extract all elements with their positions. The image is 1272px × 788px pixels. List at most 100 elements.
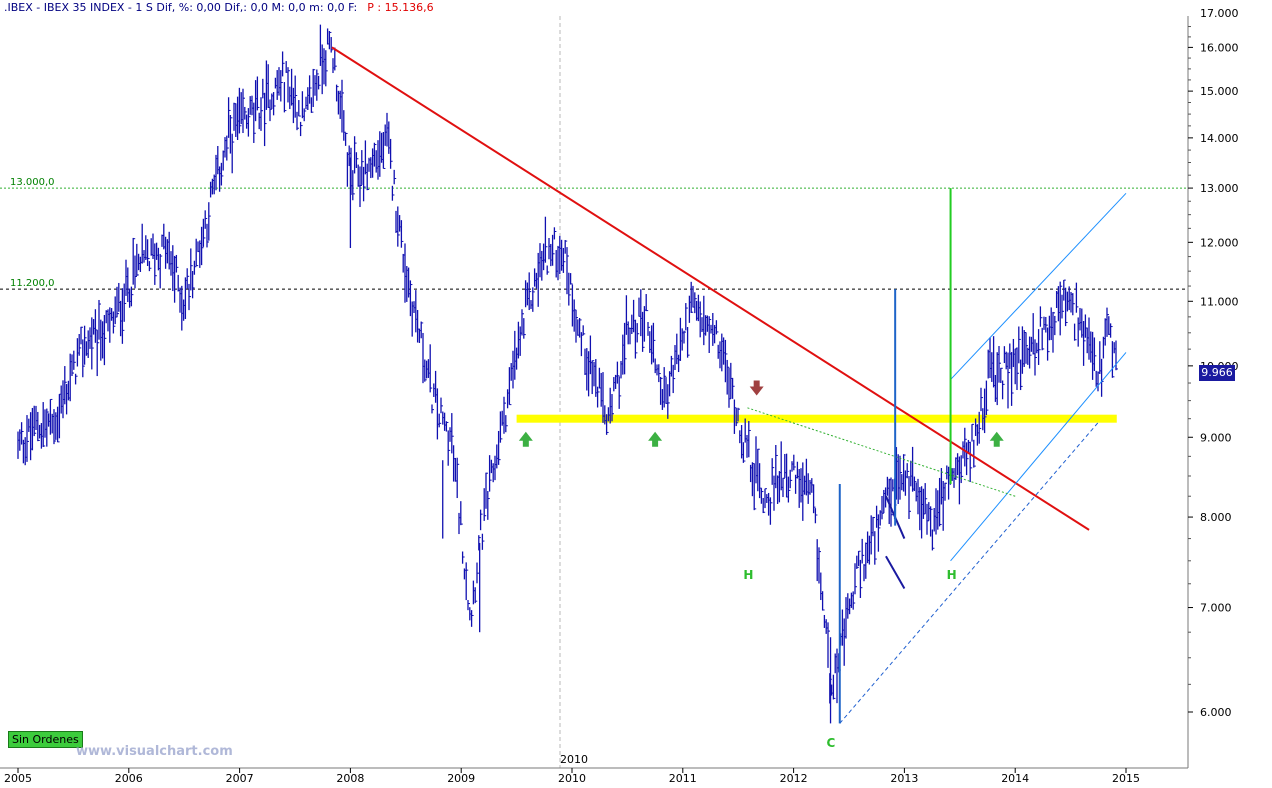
ohlc-bar [37, 411, 40, 442]
ohlc-bar [658, 364, 661, 383]
ohlc-bar [902, 454, 906, 492]
ohlc-bar [83, 325, 87, 365]
ohlc-bar [1037, 329, 1041, 365]
y-tick-label: 9.000 [1200, 431, 1232, 444]
y-tick-label-top: 17.000 [1200, 7, 1239, 20]
ohlc-bar [26, 415, 29, 462]
ohlc-bar [1072, 293, 1075, 316]
ohlc-bar [857, 550, 861, 566]
up-arrow-icon [989, 431, 1004, 447]
ohlc-bar [1000, 367, 1003, 384]
channel-lower-line [950, 352, 1127, 562]
ohlc-bar [922, 488, 926, 519]
ohlc-bar [227, 97, 231, 138]
last-price-header: P : 15.136,6 [367, 1, 434, 14]
ohlc-bar [753, 463, 757, 511]
ohlc-bar [256, 76, 260, 111]
ohlc-bar [445, 421, 449, 432]
ohlc-bar [827, 622, 830, 668]
ohlc-bar [1016, 347, 1019, 390]
ohlc-bar [91, 317, 94, 370]
y-tick-label: 7.000 [1200, 602, 1232, 615]
reference-level-label: 13.000,0 [10, 177, 55, 188]
ohlc-bar [53, 409, 56, 445]
ohlc-bar [112, 311, 116, 334]
ohlc-bar [238, 87, 242, 134]
ohlc-bar [64, 366, 67, 405]
ohlc-bar [1093, 337, 1097, 371]
ohlc-bar [80, 326, 83, 345]
ohlc-bar [299, 121, 303, 137]
pattern-label: H [743, 568, 753, 582]
ohlc-bar [562, 247, 566, 273]
ohlc-bar [330, 37, 334, 53]
ohlc-bar [488, 455, 492, 492]
x-tick-label: 2011 [669, 772, 697, 785]
ohlc-bar [204, 210, 208, 229]
ohlc-bar [832, 674, 836, 700]
ohlc-bar [478, 535, 481, 551]
ohlc-bar [200, 226, 204, 266]
ohlc-bar [926, 503, 929, 535]
ohlc-bar [1054, 315, 1057, 336]
ohlc-bar [964, 427, 967, 467]
ohlc-bar [208, 202, 211, 241]
ohlc-bar [690, 281, 694, 313]
ohlc-bar [724, 339, 728, 383]
ohlc-bar [647, 321, 650, 336]
ohlc-bar [389, 138, 393, 169]
ohlc-bar [582, 325, 586, 336]
ohlc-bar [737, 407, 740, 422]
ohlc-bar [260, 97, 263, 131]
ohlc-bar [130, 286, 134, 307]
x-tick-label: 2010 [558, 772, 586, 785]
chart-title: .IBEX - IBEX 35 INDEX - 1 S Dif, %: 0,00… [4, 1, 358, 14]
ohlc-bar [312, 68, 316, 107]
ohlc-bar [78, 333, 82, 356]
ohlc-bar [715, 320, 719, 335]
ohlc-bar [424, 359, 427, 382]
ohlc-bar [191, 270, 195, 299]
pattern-label: H [947, 568, 957, 582]
ohlc-bar [195, 238, 199, 267]
dashed-trend-line [839, 422, 1099, 724]
y-tick-label: 14.000 [1200, 132, 1239, 145]
x-tick-label: 2006 [115, 772, 143, 785]
ohlc-bar [440, 397, 443, 414]
ohlc-bar [132, 237, 136, 285]
ohlc-bar [431, 404, 434, 414]
y-tick-label: 15.000 [1200, 85, 1239, 98]
ohlc-bar [188, 283, 191, 311]
ohlc-bar [699, 301, 703, 338]
ohlc-bar [652, 322, 656, 363]
ohlc-bar [303, 108, 307, 122]
x-axis-strip [0, 768, 1272, 788]
ohlc-bar [636, 323, 640, 343]
ohlc-bar [683, 330, 686, 344]
downtrend-line [331, 46, 1090, 531]
ohlc-bar [328, 30, 332, 50]
ohlc-bar [618, 376, 622, 409]
axes: 6.0007.0008.0009.00010.00011.00012.00013… [0, 7, 1272, 788]
ohlc-bar [568, 272, 571, 306]
ohlc-bar [146, 239, 150, 267]
ohlc-bar [685, 303, 688, 331]
ohlc-bar [623, 322, 627, 375]
ohlc-bar [641, 311, 645, 352]
ohlc-bar [272, 92, 276, 116]
ohlc-bar [355, 152, 359, 168]
ohlc-bar [341, 79, 344, 133]
ohlc-bar [686, 327, 690, 358]
ohlc-bar [325, 50, 328, 87]
ohlc-bar [852, 591, 856, 610]
sin-ordenes-button[interactable]: Sin Ordenes [8, 731, 83, 748]
ohlc-bar [56, 406, 60, 443]
ohlc-bar [316, 69, 319, 101]
ohlc-bar [42, 402, 46, 447]
ohlc-bar [334, 47, 337, 71]
ohlc-bar [1106, 307, 1109, 337]
ohlc-bar [123, 283, 127, 322]
ohlc-bar [460, 501, 463, 526]
ohlc-bar [451, 413, 454, 454]
